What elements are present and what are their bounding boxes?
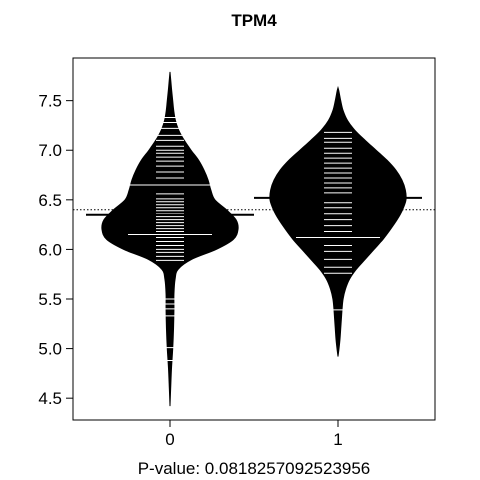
y-tick-label: 6.5 [38,191,62,210]
x-tick-label: 1 [333,430,342,449]
p-value-label: P-value: 0.0818257092523956 [138,459,371,478]
bean-1 [254,85,422,357]
y-tick-label: 7.5 [38,92,62,111]
chart-title: TPM4 [231,11,277,30]
bean-density-1 [269,85,407,357]
bean-density-0 [101,71,239,407]
x-tick-label: 0 [165,430,174,449]
plot-frame [72,57,436,421]
bean-0 [86,71,254,407]
y-tick-label: 6.0 [38,240,62,259]
beans-layer [73,71,435,407]
y-tick-label: 5.5 [38,290,62,309]
axes-layer: 4.5 5.0 5.5 6.0 6.5 7.0 7.5 0 1 [38,57,436,449]
y-tick-label: 5.0 [38,340,62,359]
y-tick-label: 4.5 [38,389,62,408]
y-tick-label: 7.0 [38,141,62,160]
